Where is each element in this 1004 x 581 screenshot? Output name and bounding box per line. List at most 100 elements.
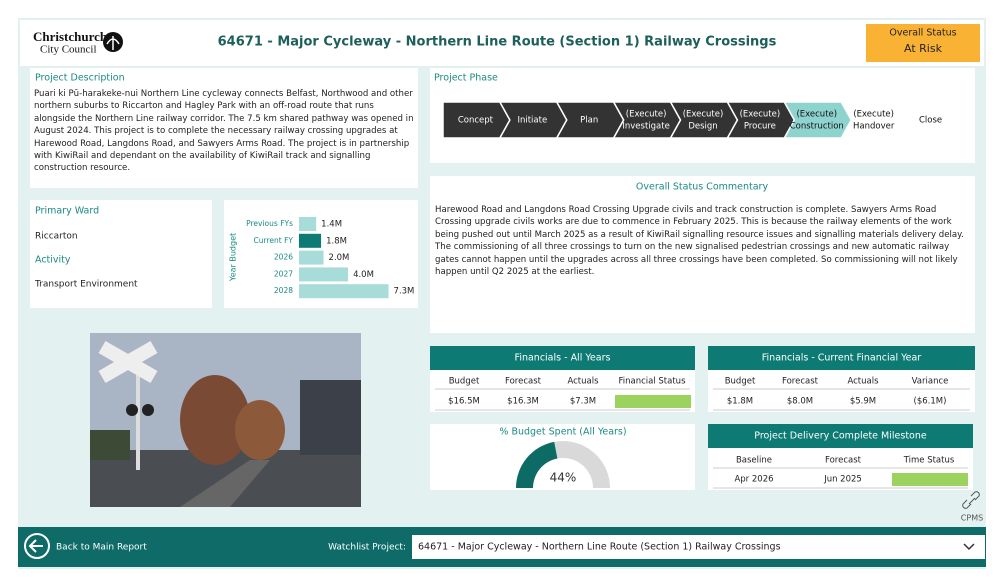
phase-label: (Execute) xyxy=(626,110,667,120)
watchlist-dropdown[interactable] xyxy=(412,535,985,559)
back-link[interactable]: Back to Main Report xyxy=(56,543,147,553)
column-header: Actuals xyxy=(847,377,879,387)
panel xyxy=(30,68,418,188)
photo-tree xyxy=(180,375,250,465)
logo-text: City Council xyxy=(40,44,97,56)
phase-label: Construction xyxy=(790,122,844,132)
phase-label: Investigate xyxy=(622,122,669,132)
panel xyxy=(430,176,975,333)
panel xyxy=(30,200,212,308)
axis-label: Year Budget xyxy=(229,233,238,282)
phase-label: Handover xyxy=(853,122,895,132)
phase-label: Concept xyxy=(458,116,494,126)
phase-label: Procure xyxy=(744,122,776,132)
panel-title: % Budget Spent (All Years) xyxy=(499,427,626,438)
cell: Jun 2025 xyxy=(823,475,862,485)
table-title: Financials - Current Financial Year xyxy=(762,353,922,364)
column-header: Forecast xyxy=(505,377,542,387)
cell: $1.8M xyxy=(727,397,753,407)
panel-title: Activity xyxy=(35,255,71,266)
cpms-label[interactable]: CPMS xyxy=(961,514,983,523)
cell: $7.3M xyxy=(570,397,596,407)
column-header: Forecast xyxy=(782,377,819,387)
column-header: Budget xyxy=(449,377,480,387)
back-button[interactable] xyxy=(24,533,50,559)
watchlist-value[interactable]: 64671 - Major Cycleway - Northern Line R… xyxy=(418,542,781,553)
status-bar xyxy=(892,473,968,486)
cell: $8.0M xyxy=(787,397,813,407)
phase-label: (Execute) xyxy=(683,110,724,120)
phase-step xyxy=(669,101,739,139)
photo-tree xyxy=(235,400,285,460)
column-header: Financial Status xyxy=(618,377,686,387)
photo-pole xyxy=(136,360,140,470)
table-header xyxy=(708,346,975,370)
value-label: 7.3M xyxy=(394,287,415,297)
cell: $16.5M xyxy=(448,397,480,407)
photo-house xyxy=(300,380,361,455)
phase-label: Plan xyxy=(580,116,598,126)
phase-label: (Execute) xyxy=(853,110,894,120)
category-label: Previous FYs xyxy=(246,219,293,228)
photo-sign xyxy=(98,340,158,384)
cell: Apr 2026 xyxy=(734,475,773,485)
status-bar xyxy=(615,395,691,408)
table-title: Project Delivery Complete Milestone xyxy=(754,431,927,442)
photo-light xyxy=(126,404,138,416)
column-header: Variance xyxy=(912,377,949,387)
phase-label: Close xyxy=(919,116,942,126)
back-arrow[interactable] xyxy=(28,539,43,553)
column-header: Budget xyxy=(725,377,756,387)
cell: ($6.1M) xyxy=(914,397,947,407)
photo-path xyxy=(180,460,270,507)
phase-label: (Execute) xyxy=(796,110,837,120)
category-label: 2027 xyxy=(274,269,293,278)
phase-step xyxy=(612,101,682,139)
bar xyxy=(299,250,324,265)
gauge-value xyxy=(516,441,558,488)
column-header: Actuals xyxy=(567,377,599,387)
bar xyxy=(299,233,322,248)
phase-label: Initiate xyxy=(517,116,547,126)
status-value: At Risk xyxy=(904,42,943,55)
dropdown-chevron[interactable] xyxy=(963,543,975,551)
bar xyxy=(299,284,389,299)
description-text: Puari ki Pū-harakeke-nui Northern Line c… xyxy=(34,89,414,174)
gauge-label: 44% xyxy=(550,471,577,485)
table-title: Financials - All Years xyxy=(515,353,611,364)
cell: $5.9M xyxy=(850,397,876,407)
phase-step xyxy=(726,101,796,139)
phase-step xyxy=(783,101,853,139)
column-header: Time Status xyxy=(903,456,955,466)
phase-label: (Execute) xyxy=(740,110,781,120)
category-label: 2028 xyxy=(274,286,293,295)
logo-icon xyxy=(106,36,120,50)
page-title: 64671 - Major Cycleway - Northern Line R… xyxy=(218,35,777,50)
ward-value: Riccarton xyxy=(35,232,78,242)
column-header: Baseline xyxy=(736,456,772,466)
bar xyxy=(299,267,349,282)
table-header xyxy=(430,346,695,370)
commentary-text: Harewood Road and Langdons Road Crossing… xyxy=(435,205,964,278)
phase-label: Design xyxy=(688,122,717,132)
activity-value: Transport Environment xyxy=(34,280,138,290)
panel-title: Overall Status Commentary xyxy=(636,182,769,193)
project-photo xyxy=(90,333,361,507)
bar xyxy=(299,217,317,231)
photo-hedge xyxy=(90,430,130,460)
cell: $16.3M xyxy=(507,397,539,407)
value-label: 1.4M xyxy=(321,220,342,230)
panel-title: Primary Ward xyxy=(35,206,99,217)
value-label: 4.0M xyxy=(353,270,374,280)
header-band xyxy=(20,20,984,66)
status-label: Overall Status xyxy=(889,28,956,39)
cpms-icon[interactable] xyxy=(962,491,980,509)
value-label: 2.0M xyxy=(329,253,350,263)
value-label: 1.8M xyxy=(326,236,347,246)
watchlist-label: Watchlist Project: xyxy=(328,543,406,553)
category-label: Current FY xyxy=(254,236,294,245)
status-box xyxy=(866,24,980,62)
panel-title: Project Phase xyxy=(434,73,498,84)
